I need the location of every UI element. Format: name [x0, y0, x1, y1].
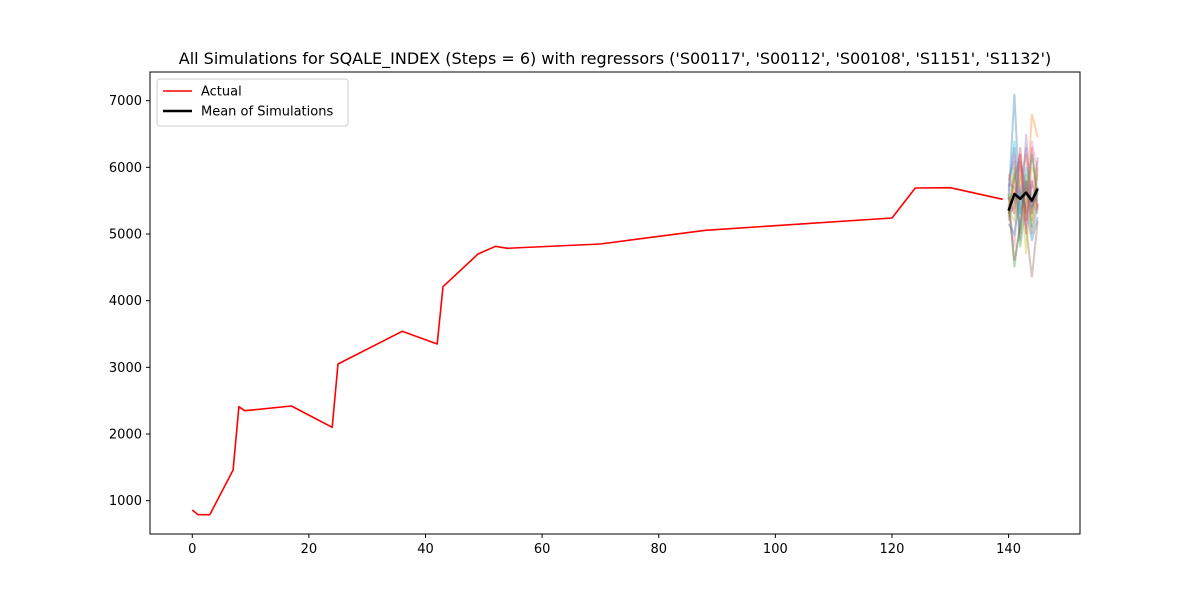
simulation-line [1008, 147, 1039, 208]
y-tick-label: 6000 [109, 161, 142, 176]
simulation-line [1007, 190, 1039, 241]
x-tick-label: 100 [763, 542, 788, 557]
simulation-line [1007, 140, 1039, 215]
plot-frame [149, 71, 1081, 535]
chart-title: All Simulations for SQALE_INDEX (Steps =… [179, 49, 1052, 69]
y-tick-label: 1000 [109, 494, 142, 509]
x-axis: 0 20 40 60 80 100 120 140 [188, 534, 1021, 557]
x-tick-label: 80 [650, 542, 667, 557]
mean-simulations-line [1007, 188, 1039, 212]
y-tick-label: 7000 [109, 94, 142, 109]
simulation-line [1007, 160, 1039, 235]
y-axis: 1000 2000 3000 4000 5000 6000 7000 [109, 94, 150, 509]
simulation-line [1007, 153, 1039, 248]
y-tick-label: 4000 [109, 294, 142, 309]
simulation-line [1007, 180, 1039, 261]
x-tick-label: 20 [301, 542, 318, 557]
x-tick-label: 40 [417, 542, 434, 557]
actual-line [191, 186, 1003, 516]
legend-label: Mean of Simulations [201, 105, 333, 120]
x-tick-label: 60 [534, 542, 551, 557]
x-tick-label: 120 [880, 542, 905, 557]
simulation-line [1007, 113, 1039, 215]
x-tick-label: 0 [188, 542, 196, 557]
legend: Actual Mean of Simulations [156, 78, 349, 127]
y-tick-label: 3000 [109, 361, 142, 376]
data-series [191, 186, 1039, 516]
simulation-line [1007, 160, 1039, 248]
simulation-line [1007, 153, 1039, 221]
simulation-line [1007, 147, 1039, 221]
legend-label: Actual [201, 85, 242, 100]
simulation-line [1007, 140, 1039, 228]
x-tick-label: 140 [996, 542, 1021, 557]
simulation-line [1007, 166, 1039, 255]
y-tick-label: 2000 [109, 428, 142, 443]
simulation-line [1007, 183, 1039, 278]
legend-box [156, 78, 349, 127]
simulation-line [1007, 157, 1039, 215]
simulation-line [1007, 93, 1039, 215]
y-tick-label: 5000 [109, 228, 142, 243]
simulation-line [1007, 133, 1039, 241]
